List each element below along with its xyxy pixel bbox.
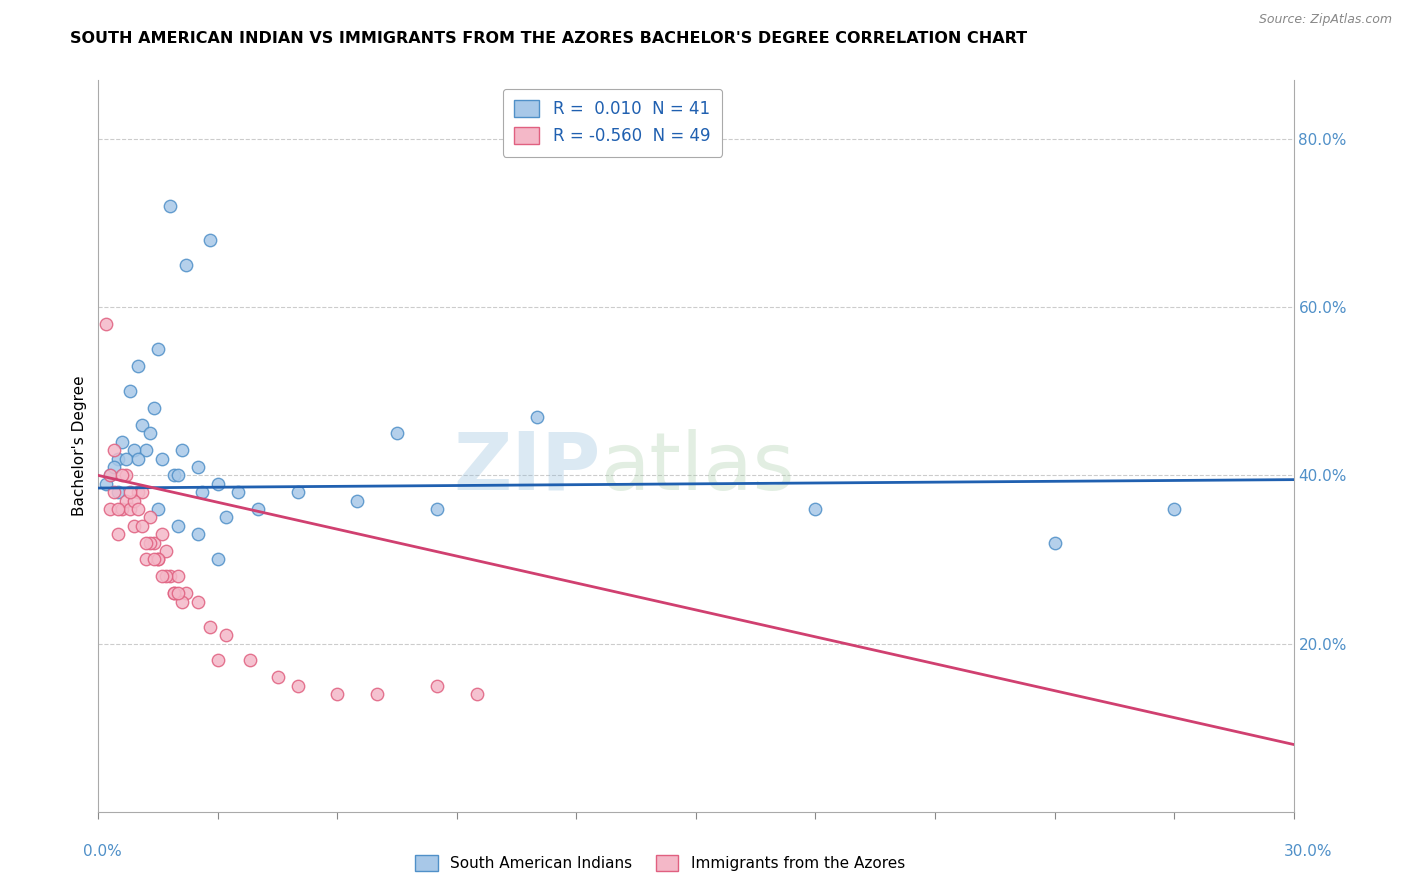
Point — [150, 527, 173, 541]
Point — [135, 552, 157, 566]
Point — [465, 687, 488, 701]
Point — [111, 468, 134, 483]
Point — [155, 544, 177, 558]
Point — [1043, 535, 1066, 549]
Point — [287, 485, 309, 500]
Point — [172, 594, 194, 608]
Point — [1163, 502, 1185, 516]
Point — [98, 468, 122, 483]
Point — [159, 199, 181, 213]
Point — [150, 569, 173, 583]
Point — [127, 359, 149, 373]
Text: atlas: atlas — [600, 429, 794, 507]
Legend: South American Indians, Immigrants from the Azores: South American Indians, Immigrants from … — [409, 849, 911, 877]
Point — [98, 502, 122, 516]
Point — [159, 569, 181, 583]
Point — [167, 569, 190, 583]
Point — [287, 679, 309, 693]
Point — [804, 502, 827, 516]
Point — [207, 653, 229, 667]
Point — [139, 535, 162, 549]
Point — [120, 485, 142, 500]
Point — [103, 460, 125, 475]
Point — [107, 527, 129, 541]
Point — [526, 409, 548, 424]
Point — [115, 451, 138, 466]
Point — [163, 468, 186, 483]
Point — [326, 687, 349, 701]
Point — [207, 552, 229, 566]
Point — [366, 687, 388, 701]
Point — [131, 485, 153, 500]
Point — [131, 519, 153, 533]
Point — [103, 485, 125, 500]
Point — [167, 586, 190, 600]
Point — [155, 569, 177, 583]
Text: 0.0%: 0.0% — [83, 845, 122, 859]
Point — [267, 670, 290, 684]
Point — [127, 451, 149, 466]
Point — [131, 417, 153, 432]
Point — [172, 443, 194, 458]
Point — [163, 586, 186, 600]
Point — [111, 502, 134, 516]
Point — [107, 502, 129, 516]
Y-axis label: Bachelor's Degree: Bachelor's Degree — [72, 376, 87, 516]
Point — [187, 594, 209, 608]
Point — [135, 535, 157, 549]
Point — [96, 476, 118, 491]
Point — [150, 451, 173, 466]
Point — [120, 384, 142, 399]
Point — [98, 468, 122, 483]
Point — [187, 460, 209, 475]
Point — [111, 434, 134, 449]
Point — [107, 451, 129, 466]
Point — [124, 493, 146, 508]
Point — [120, 502, 142, 516]
Point — [198, 620, 221, 634]
Point — [191, 485, 214, 500]
Point — [148, 502, 170, 516]
Point — [115, 493, 138, 508]
Point — [148, 552, 170, 566]
Point — [139, 510, 162, 524]
Point — [385, 426, 409, 441]
Point — [215, 628, 238, 642]
Point — [96, 317, 118, 331]
Point — [246, 502, 269, 516]
Point — [167, 468, 190, 483]
Point — [187, 527, 209, 541]
Point — [163, 586, 186, 600]
Point — [174, 258, 197, 272]
Point — [215, 510, 238, 524]
Point — [207, 476, 229, 491]
Point — [107, 485, 129, 500]
Text: 30.0%: 30.0% — [1284, 845, 1331, 859]
Point — [174, 586, 197, 600]
Point — [124, 519, 146, 533]
Point — [127, 485, 149, 500]
Point — [148, 343, 170, 357]
Point — [167, 519, 190, 533]
Point — [426, 502, 449, 516]
Point — [148, 552, 170, 566]
Point — [143, 401, 166, 416]
Point — [103, 443, 125, 458]
Point — [426, 679, 449, 693]
Point — [135, 443, 157, 458]
Text: SOUTH AMERICAN INDIAN VS IMMIGRANTS FROM THE AZORES BACHELOR'S DEGREE CORRELATIO: SOUTH AMERICAN INDIAN VS IMMIGRANTS FROM… — [70, 31, 1028, 46]
Point — [239, 653, 262, 667]
Point — [198, 233, 221, 247]
Point — [139, 426, 162, 441]
Point — [124, 443, 146, 458]
Point — [226, 485, 249, 500]
Point — [346, 493, 368, 508]
Point — [143, 552, 166, 566]
Point — [115, 468, 138, 483]
Point — [143, 535, 166, 549]
Point — [127, 502, 149, 516]
Text: Source: ZipAtlas.com: Source: ZipAtlas.com — [1258, 13, 1392, 27]
Text: ZIP: ZIP — [453, 429, 600, 507]
